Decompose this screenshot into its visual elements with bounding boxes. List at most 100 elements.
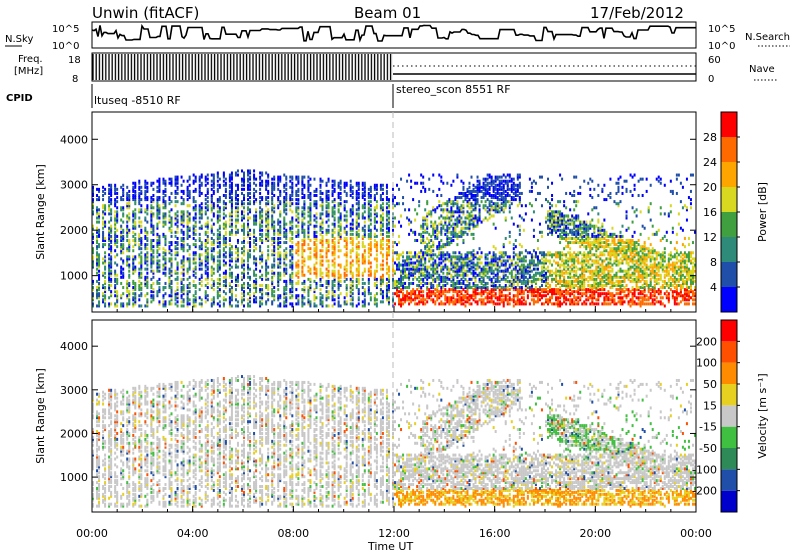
power-echo-cell — [156, 234, 159, 238]
power-echo-cell — [331, 292, 334, 296]
power-echo-cell — [420, 269, 423, 273]
power-echo-cell — [285, 187, 288, 191]
power-echo-cell — [164, 259, 167, 263]
power-echo-cell — [273, 194, 276, 197]
power-echo-cell — [301, 245, 304, 249]
power-echo-cell — [490, 175, 493, 179]
power-echo-cell — [440, 239, 443, 242]
power-echo-cell — [337, 208, 340, 212]
power-echo-cell — [408, 277, 411, 281]
power-echo-cell — [303, 273, 306, 277]
power-echo-cell — [285, 296, 288, 300]
power-echo-cell — [426, 222, 429, 226]
power-echo-cell — [446, 300, 449, 304]
power-echo-cell — [492, 263, 495, 267]
power-echo-cell — [379, 279, 382, 283]
power-echo-cell — [468, 212, 471, 216]
power-echo-cell — [253, 298, 256, 302]
power-echo-cell — [240, 296, 243, 300]
power-echo-cell — [255, 208, 258, 212]
power-echo-cell — [236, 202, 239, 206]
power-echo-cell — [450, 230, 453, 234]
power-echo-cell — [325, 271, 328, 275]
power-echo-cell — [228, 249, 231, 253]
power-echo-cell — [216, 286, 219, 290]
power-echo-cell — [315, 230, 318, 234]
power-echo-cell — [319, 255, 322, 259]
power-echo-cell — [351, 236, 354, 240]
power-echo-cell — [104, 286, 107, 290]
power-echo-cell — [470, 267, 473, 271]
power-echo-cell — [102, 230, 105, 234]
power-echo-cell — [273, 206, 276, 210]
power-echo-cell — [236, 230, 239, 234]
power-echo-cell — [396, 292, 399, 296]
power-echo-cell — [373, 275, 376, 279]
power-echo-cell — [265, 267, 268, 271]
power-echo-cell — [385, 218, 388, 222]
power-echo-cell — [176, 288, 179, 292]
power-echo-cell — [474, 294, 477, 298]
power-echo-cell — [206, 261, 209, 265]
power-echo-cell — [301, 300, 304, 304]
power-echo-cell — [295, 189, 298, 193]
power-echo-cell — [277, 296, 280, 300]
power-echo-cell — [222, 226, 225, 230]
power-echo-cell — [349, 183, 352, 187]
power-echo-cell — [228, 247, 231, 251]
power-echo-cell — [273, 298, 276, 302]
power-echo-cell — [319, 204, 322, 208]
power-echo-cell — [422, 302, 425, 306]
power-echo-cell — [337, 304, 340, 308]
power-echo-cell — [102, 261, 105, 265]
power-echo-cell — [182, 245, 185, 249]
power-echo-cell — [218, 208, 221, 212]
power-echo-cell — [279, 294, 282, 298]
power-echo-cell — [104, 267, 107, 271]
power-echo-cell — [152, 290, 155, 294]
power-echo-cell — [98, 255, 101, 259]
power-echo-cell — [261, 208, 264, 212]
power-echo-cell — [428, 296, 431, 300]
power-echo-cell — [182, 265, 185, 269]
power-echo-cell — [385, 234, 388, 238]
power-echo-cell — [428, 247, 431, 251]
power-echo-cell — [444, 290, 447, 294]
power-echo-cell — [170, 179, 173, 183]
power-echo-cell — [394, 196, 396, 200]
power-echo-cell — [363, 183, 366, 187]
power-echo-cell — [367, 261, 370, 265]
power-echo-cell — [458, 216, 461, 220]
power-echo-cell — [164, 234, 167, 238]
power-echo-cell — [398, 187, 401, 191]
power-echo-cell — [150, 257, 153, 261]
power-echo-cell — [92, 198, 94, 202]
power-echo-cell — [327, 198, 330, 202]
power-echo-cell — [424, 251, 427, 255]
power-echo-cell — [396, 202, 399, 206]
power-echo-cell — [253, 271, 256, 275]
power-echo-cell — [162, 202, 165, 206]
power-echo-cell — [144, 245, 147, 249]
power-echo-cell — [224, 232, 227, 236]
power-echo-cell — [271, 214, 274, 218]
power-echo-cell — [102, 220, 105, 224]
power-echo-cell — [379, 284, 382, 287]
power-echo-cell — [180, 222, 183, 226]
power-echo-cell — [498, 194, 501, 197]
power-echo-cell — [158, 300, 161, 304]
power-echo-cell — [420, 234, 423, 238]
power-echo-cell — [216, 236, 219, 240]
power-echo-cell — [434, 269, 437, 273]
power-echo-cell — [490, 257, 493, 261]
power-echo-cell — [339, 249, 342, 253]
power-echo-cell — [361, 214, 364, 218]
power-echo-cell — [400, 302, 403, 306]
power-echo-cell — [277, 187, 280, 191]
power-echo-cell — [472, 204, 475, 208]
power-echo-cell — [462, 194, 465, 197]
power-echo-cell — [446, 253, 449, 257]
power-echo-cell — [315, 261, 318, 265]
power-echo-cell — [168, 259, 171, 263]
